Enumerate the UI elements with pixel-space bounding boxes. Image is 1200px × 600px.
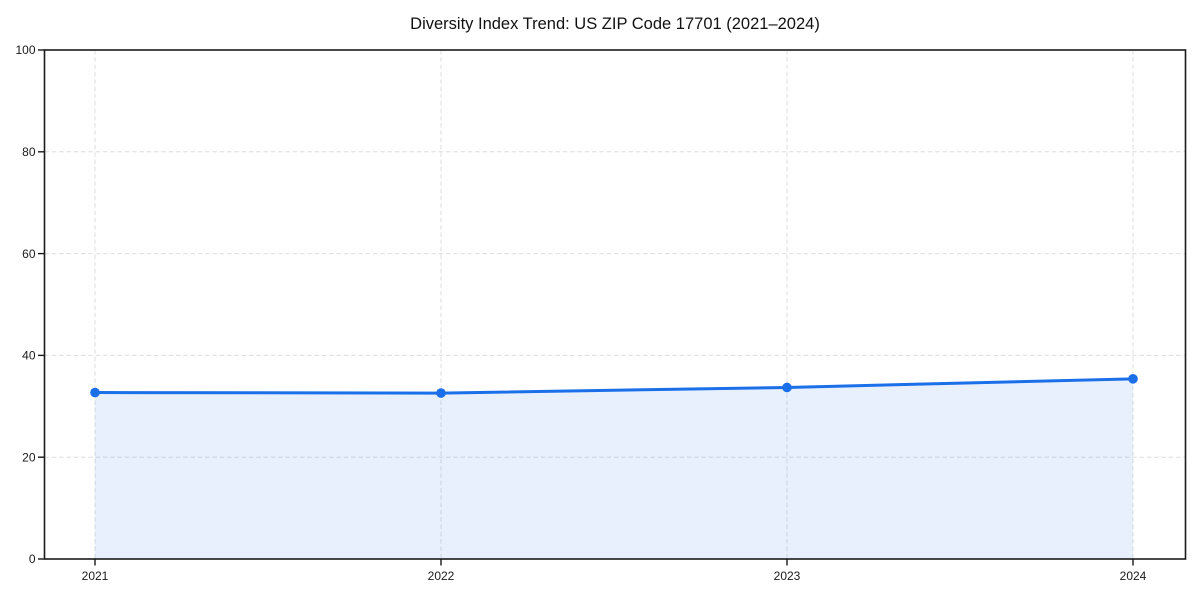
data-point [782, 382, 792, 393]
x-tick-label: 2024 [1120, 569, 1147, 583]
data-point [436, 388, 446, 398]
x-tick-label: 2022 [428, 569, 455, 583]
trend-line-path [93, 377, 1135, 395]
trend-line [93, 377, 1135, 395]
chart-title: Diversity Index Trend: US ZIP Code 17701… [410, 15, 820, 33]
y-tick-label: 60 [22, 247, 36, 261]
y-tick-label: 80 [22, 145, 36, 159]
data-point-markers [90, 374, 1138, 398]
area-fill [95, 378, 1133, 559]
area-path [95, 378, 1133, 559]
y-tick-label: 20 [22, 450, 36, 464]
x-tick-label: 2021 [82, 569, 109, 583]
y-tick-label: 0 [29, 552, 36, 566]
data-point [1128, 374, 1138, 384]
y-tick-label: 40 [22, 349, 36, 363]
x-tick-label: 2023 [774, 569, 801, 583]
data-point [90, 387, 100, 398]
y-tick-label: 100 [15, 43, 35, 57]
plot-border [43, 49, 1187, 560]
axes: 0 20 40 60 80 100 2021 2022 2023 2024 [15, 43, 1187, 583]
